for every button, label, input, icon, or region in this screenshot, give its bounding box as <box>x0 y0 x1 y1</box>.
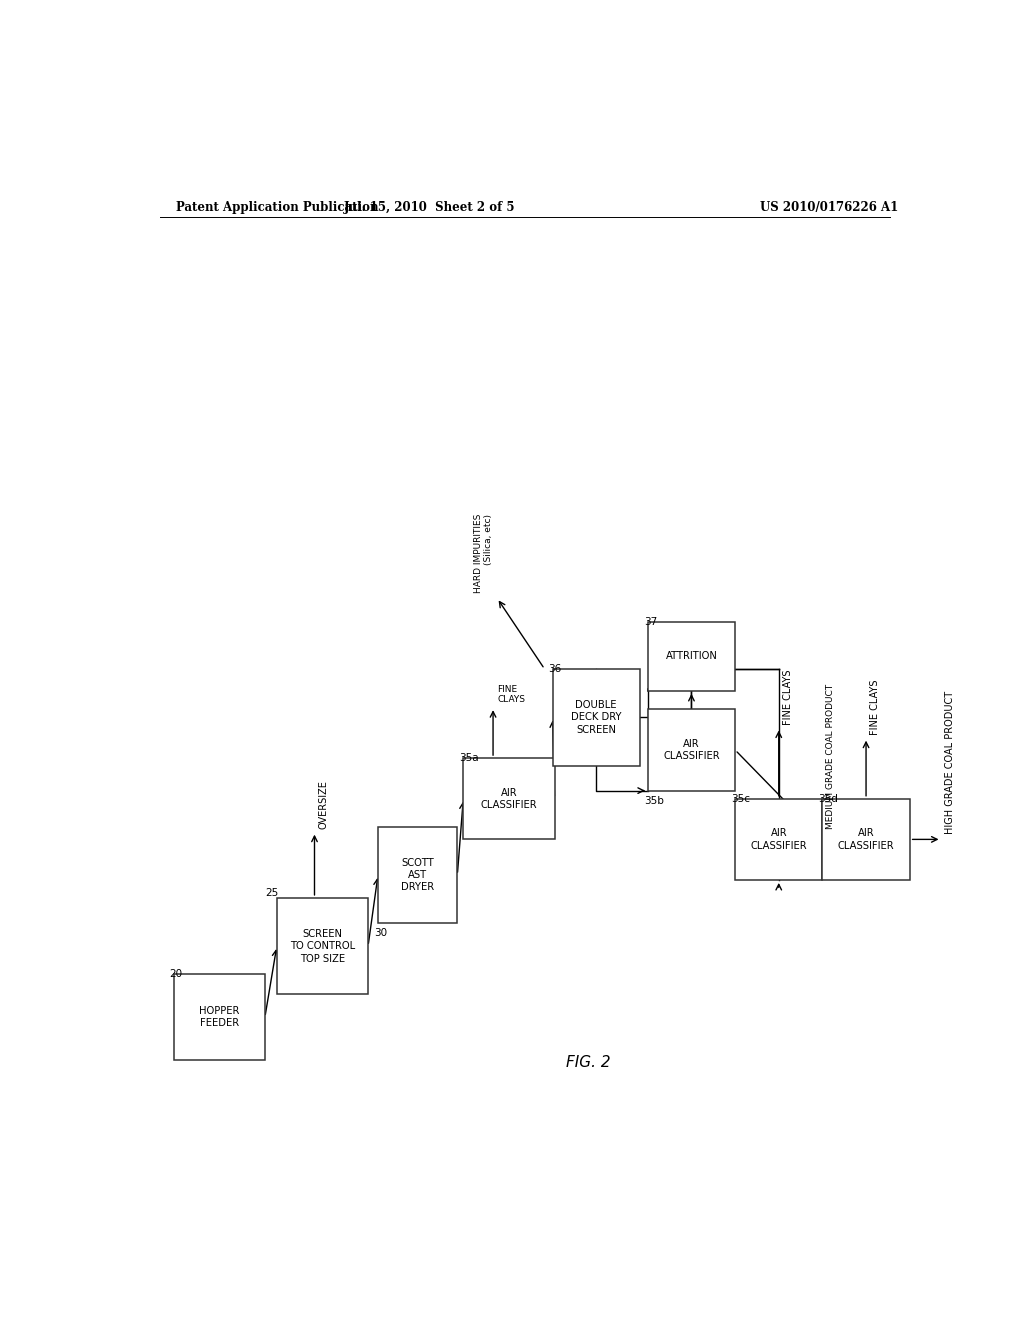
FancyBboxPatch shape <box>276 898 368 994</box>
FancyBboxPatch shape <box>174 974 265 1060</box>
Text: FIG. 2: FIG. 2 <box>566 1056 610 1071</box>
FancyBboxPatch shape <box>735 799 822 880</box>
Text: SCOTT
AST
DRYER: SCOTT AST DRYER <box>401 858 434 892</box>
Text: OVERSIZE: OVERSIZE <box>318 780 329 829</box>
FancyBboxPatch shape <box>463 758 555 840</box>
Text: FINE
CLAYS: FINE CLAYS <box>497 685 525 704</box>
Text: HIGH GRADE COAL PRODUCT: HIGH GRADE COAL PRODUCT <box>945 692 955 834</box>
Text: 36: 36 <box>549 664 562 675</box>
Text: AIR
CLASSIFIER: AIR CLASSIFIER <box>751 828 807 850</box>
Text: MEDIUM GRADE COAL PRODUCT: MEDIUM GRADE COAL PRODUCT <box>826 684 836 829</box>
Text: 35c: 35c <box>731 793 751 804</box>
Text: 25: 25 <box>265 887 279 898</box>
Text: US 2010/0176226 A1: US 2010/0176226 A1 <box>760 201 898 214</box>
Text: 30: 30 <box>374 928 387 939</box>
Text: 37: 37 <box>644 616 657 627</box>
Text: FINE CLAYS: FINE CLAYS <box>782 669 793 725</box>
Text: 35d: 35d <box>818 793 839 804</box>
Text: AIR
CLASSIFIER: AIR CLASSIFIER <box>838 828 894 850</box>
Text: Patent Application Publication: Patent Application Publication <box>176 201 378 214</box>
FancyBboxPatch shape <box>648 709 735 791</box>
FancyBboxPatch shape <box>553 669 640 766</box>
Text: AIR
CLASSIFIER: AIR CLASSIFIER <box>664 739 720 762</box>
Text: HOPPER
FEEDER: HOPPER FEEDER <box>199 1006 240 1028</box>
Text: DOUBLE
DECK DRY
SCREEN: DOUBLE DECK DRY SCREEN <box>571 700 622 735</box>
Text: AIR
CLASSIFIER: AIR CLASSIFIER <box>480 788 538 810</box>
FancyBboxPatch shape <box>378 826 458 923</box>
Text: Jul. 15, 2010  Sheet 2 of 5: Jul. 15, 2010 Sheet 2 of 5 <box>344 201 515 214</box>
Text: FINE CLAYS: FINE CLAYS <box>870 680 880 735</box>
FancyBboxPatch shape <box>822 799 909 880</box>
Text: SCREEN
TO CONTROL
TOP SIZE: SCREEN TO CONTROL TOP SIZE <box>290 929 355 964</box>
Text: ATTRITION: ATTRITION <box>666 652 718 661</box>
FancyBboxPatch shape <box>648 622 735 690</box>
Text: HARD IMPURITIES
(Silica, etc): HARD IMPURITIES (Silica, etc) <box>474 513 493 593</box>
Text: 20: 20 <box>170 969 183 979</box>
Text: 35a: 35a <box>460 752 479 763</box>
Text: 35b: 35b <box>644 796 664 805</box>
